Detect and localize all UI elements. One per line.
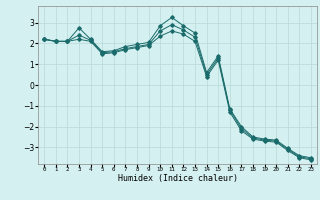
X-axis label: Humidex (Indice chaleur): Humidex (Indice chaleur) <box>118 174 238 183</box>
